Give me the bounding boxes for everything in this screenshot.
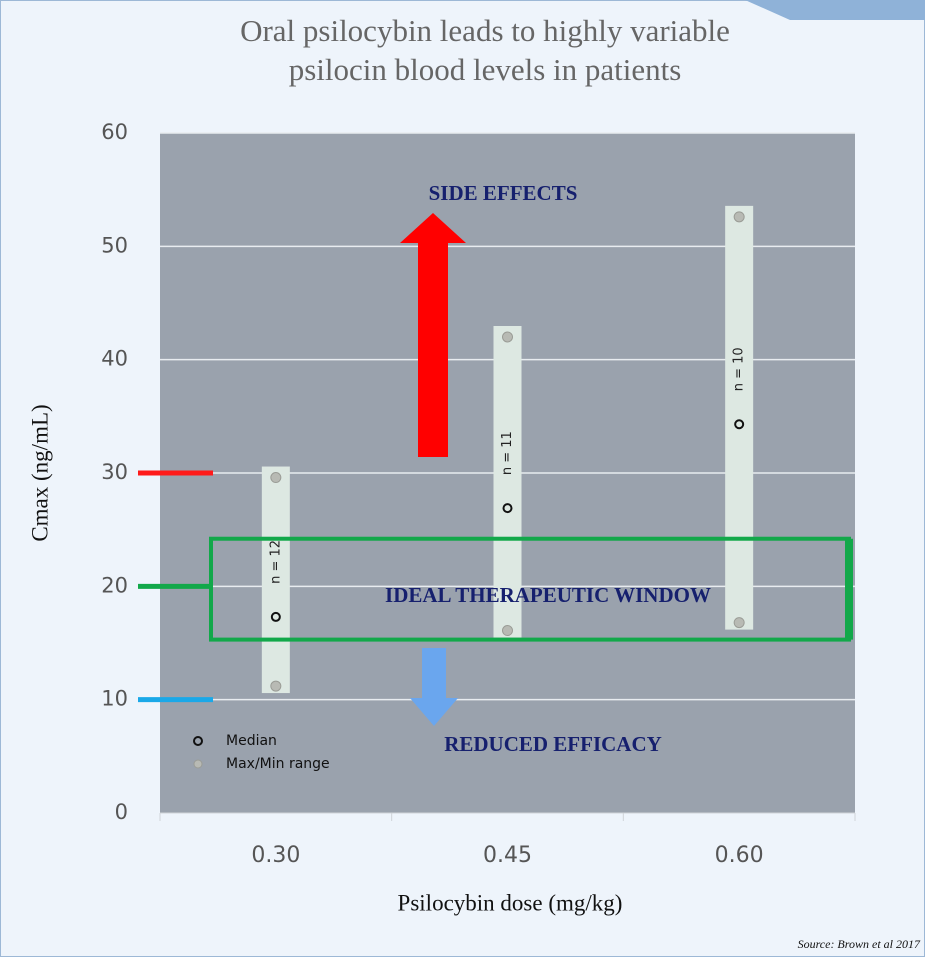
range-bar bbox=[493, 326, 522, 638]
min-point bbox=[270, 680, 282, 692]
x-tick-label: 0.60 bbox=[715, 843, 764, 868]
y-axis-label: Cmax (ng/mL) bbox=[27, 404, 52, 541]
y-tick-label: 40 bbox=[101, 347, 128, 371]
median-point bbox=[270, 611, 281, 622]
x-tick-label: 0.45 bbox=[483, 843, 532, 868]
y-tick-label: 60 bbox=[101, 120, 128, 144]
chart-title: Oral psilocybin leads to highly variable bbox=[240, 13, 730, 48]
chart-title: psilocin blood levels in patients bbox=[289, 52, 682, 87]
plot: 0 10 20 30 40 50 60 0.30 n = 12 0.45 n = 11 0.60 n =… bbox=[101, 120, 856, 868]
legend-label: Max/Min range bbox=[226, 756, 330, 772]
x-tick-label: 0.30 bbox=[251, 843, 300, 868]
y-tick-label: 20 bbox=[101, 573, 128, 597]
median-point bbox=[734, 419, 745, 430]
n-label: n = 10 bbox=[732, 347, 747, 391]
corner-tab bbox=[745, 0, 925, 20]
legend-marker bbox=[193, 736, 203, 746]
n-label: n = 11 bbox=[500, 431, 515, 475]
n-label: n = 12 bbox=[268, 540, 283, 584]
source: Source: Brown et al 2017 bbox=[798, 937, 921, 951]
range-bar bbox=[261, 466, 290, 694]
y-tick-label: 30 bbox=[101, 460, 128, 484]
y-tick-label: 50 bbox=[101, 233, 128, 257]
min-point bbox=[733, 617, 745, 629]
min-point bbox=[502, 625, 513, 637]
range-bar bbox=[725, 205, 754, 630]
max-point bbox=[502, 331, 513, 343]
down-arrow bbox=[410, 648, 458, 726]
x-axis-label: Psilocybin dose (mg/kg) bbox=[398, 890, 623, 915]
y-tick-label: 10 bbox=[101, 687, 128, 711]
max-point bbox=[733, 211, 745, 223]
median-point bbox=[502, 503, 513, 514]
annotation: REDUCED EFFICACY bbox=[444, 732, 662, 756]
max-point bbox=[270, 472, 282, 484]
legend-label: Median bbox=[226, 733, 277, 749]
y-tick-label: 0 bbox=[115, 800, 128, 824]
annotation: SIDE EFFECTS bbox=[429, 181, 578, 205]
window-label: IDEAL THERAPEUTIC WINDOW bbox=[385, 583, 711, 607]
legend-marker bbox=[193, 759, 203, 769]
up-arrow bbox=[400, 213, 466, 457]
